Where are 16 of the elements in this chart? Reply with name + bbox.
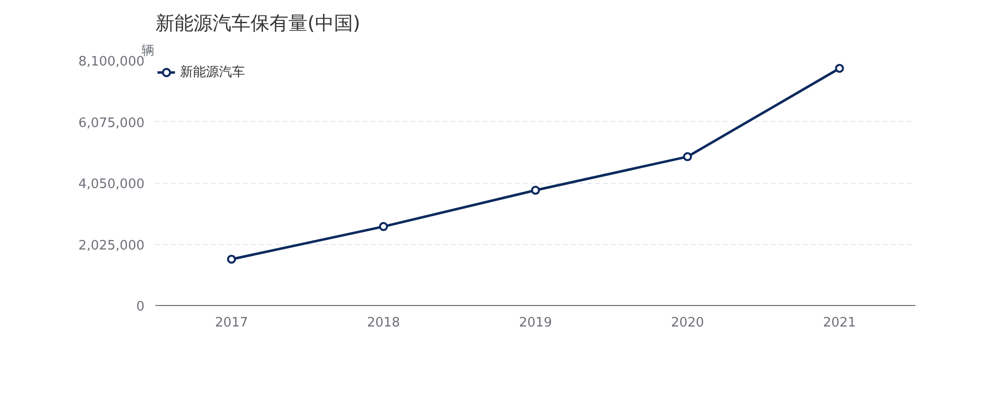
point (379, 222, 388, 232)
point (227, 254, 236, 264)
x-tick-label: 2018 (366, 316, 400, 330)
point (531, 186, 540, 195)
y-tick-label: 0 (136, 300, 145, 314)
chart-title: 新能源汽车保有量(中国) (156, 12, 360, 34)
y-tick-label: 2,025,000 (78, 238, 145, 254)
legend-label: 新能源汽车 (180, 64, 245, 81)
x-tick-label: 2019 (518, 316, 552, 330)
x-tick-label: 2017 (214, 316, 248, 330)
y-tick-label: 4,050,000 (78, 177, 145, 192)
point (683, 152, 692, 162)
x-tick-label: 2020 (670, 316, 704, 330)
y-tick-label: 6,075,000 (78, 116, 145, 131)
point (835, 64, 844, 73)
x-tick-label: 2021 (822, 316, 856, 330)
